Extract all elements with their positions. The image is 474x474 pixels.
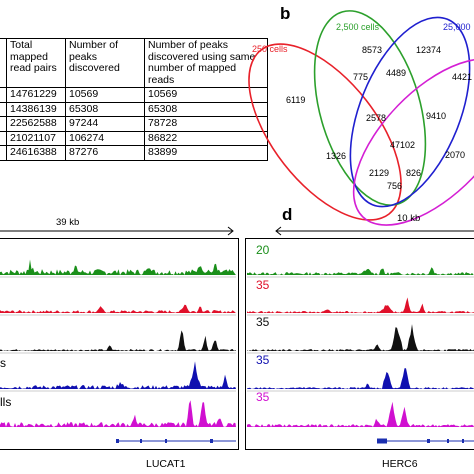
venn-set-label-25000: 25,000 xyxy=(443,22,471,32)
peaks-table: Total mapped read pairs Number of peaks … xyxy=(0,38,268,161)
venn-region: 775 xyxy=(353,72,368,82)
table-cell: 14761229 xyxy=(6,87,66,103)
gene-exon xyxy=(377,438,387,444)
venn-region: 8573 xyxy=(362,45,382,55)
gene-exon xyxy=(116,439,119,443)
table-header-row: Total mapped read pairs Number of peaks … xyxy=(0,38,268,88)
coverage-track xyxy=(0,259,236,275)
coverage-track xyxy=(0,361,236,389)
gene-exon xyxy=(165,439,167,443)
gene-exon xyxy=(140,439,142,443)
panel-c-gene-label: LUCAT1 xyxy=(146,458,186,470)
venn-diagram: 250 cells 2,500 cells 25,000 8573 12374 … xyxy=(248,10,474,226)
coverage-track xyxy=(247,324,474,351)
panel-c-scale-label: 39 kb xyxy=(56,217,80,228)
table-row: 21021107 106274 86822 xyxy=(0,130,268,146)
table-header-reads: Total mapped read pairs xyxy=(6,38,66,88)
panel-d-track-value: 35 xyxy=(256,278,270,292)
panel-d-track-value: 35 xyxy=(256,315,270,329)
coverage-track xyxy=(247,267,474,275)
venn-region: 2070 xyxy=(445,150,465,160)
panel-c-track-label: s xyxy=(0,356,6,370)
table-cell: 10569 xyxy=(65,87,145,103)
venn-region: 4489 xyxy=(386,68,406,78)
table-row: 24616388 87276 83899 xyxy=(0,145,268,161)
coverage-track xyxy=(0,304,236,313)
panel-d-gene-label: HERC6 xyxy=(382,458,418,470)
panel-d-tracks xyxy=(247,267,474,444)
table-row: 14761229 10569 10569 xyxy=(0,87,268,103)
table-cell: 22562588 xyxy=(6,116,66,132)
panel-d-scale-label: 10 kb xyxy=(397,213,421,224)
panel-d-track-value: 35 xyxy=(256,353,270,367)
venn-region: 2129 xyxy=(369,168,389,178)
table-cell: 24616388 xyxy=(6,145,66,161)
venn-set-label-2500: 2,500 cells xyxy=(336,22,380,32)
panel-d-track-value: 20 xyxy=(256,243,270,257)
table-header-peaks: Number of peaks discovered xyxy=(65,38,145,88)
venn-region: 6119 xyxy=(286,95,305,105)
table-cell: 21021107 xyxy=(6,130,66,146)
coverage-track xyxy=(247,368,474,389)
gene-exon xyxy=(462,439,464,443)
panel-c-frame xyxy=(0,238,239,450)
panel-d-frame xyxy=(245,238,474,450)
coverage-track xyxy=(247,297,474,313)
coverage-track xyxy=(0,330,236,351)
gene-exon xyxy=(210,439,213,443)
table-row: 22562588 97244 78728 xyxy=(0,116,268,132)
panel-d-track-value: 35 xyxy=(256,390,270,404)
venn-region: 826 xyxy=(406,168,421,178)
gene-exon xyxy=(447,439,449,443)
table-cell: 97244 xyxy=(65,116,145,132)
table-cell: 78728 xyxy=(144,116,268,132)
panel-c-scale-bar xyxy=(0,226,234,236)
venn-region: 1326 xyxy=(326,151,346,161)
panel-c-track-label: lls xyxy=(0,395,12,409)
table-row: 14386139 65308 65308 xyxy=(0,101,268,117)
panel-b-letter: b xyxy=(280,4,291,23)
panel-c-tracks xyxy=(0,259,236,443)
panel-d-scale-bar xyxy=(275,226,474,236)
venn-ellipse-magenta xyxy=(352,58,474,226)
venn-region: 12374 xyxy=(416,45,441,55)
coverage-track xyxy=(247,401,474,427)
table-cell: 83899 xyxy=(144,145,268,161)
venn-region: 47102 xyxy=(390,140,415,150)
table-cell: 14386139 xyxy=(6,101,66,117)
venn-ellipse-25000 xyxy=(349,16,471,208)
venn-ellipse-2500 xyxy=(313,10,427,206)
table-cell: 106274 xyxy=(65,130,145,146)
table-header-peaks-same: Number of peaks discovered using same nu… xyxy=(144,38,268,88)
venn-region: 4421 xyxy=(452,72,472,82)
table-cell: 65308 xyxy=(65,101,145,117)
panel-d-letter: d xyxy=(282,205,293,224)
venn-ellipse-250 xyxy=(248,43,402,221)
venn-set-label-250: 250 cells xyxy=(252,44,288,54)
gene-exon xyxy=(427,439,430,443)
coverage-track xyxy=(0,400,236,427)
venn-region: 9410 xyxy=(426,111,446,121)
table-cell: 87276 xyxy=(65,145,145,161)
venn-region: 2578 xyxy=(366,113,386,123)
venn-region: 756 xyxy=(387,181,402,191)
